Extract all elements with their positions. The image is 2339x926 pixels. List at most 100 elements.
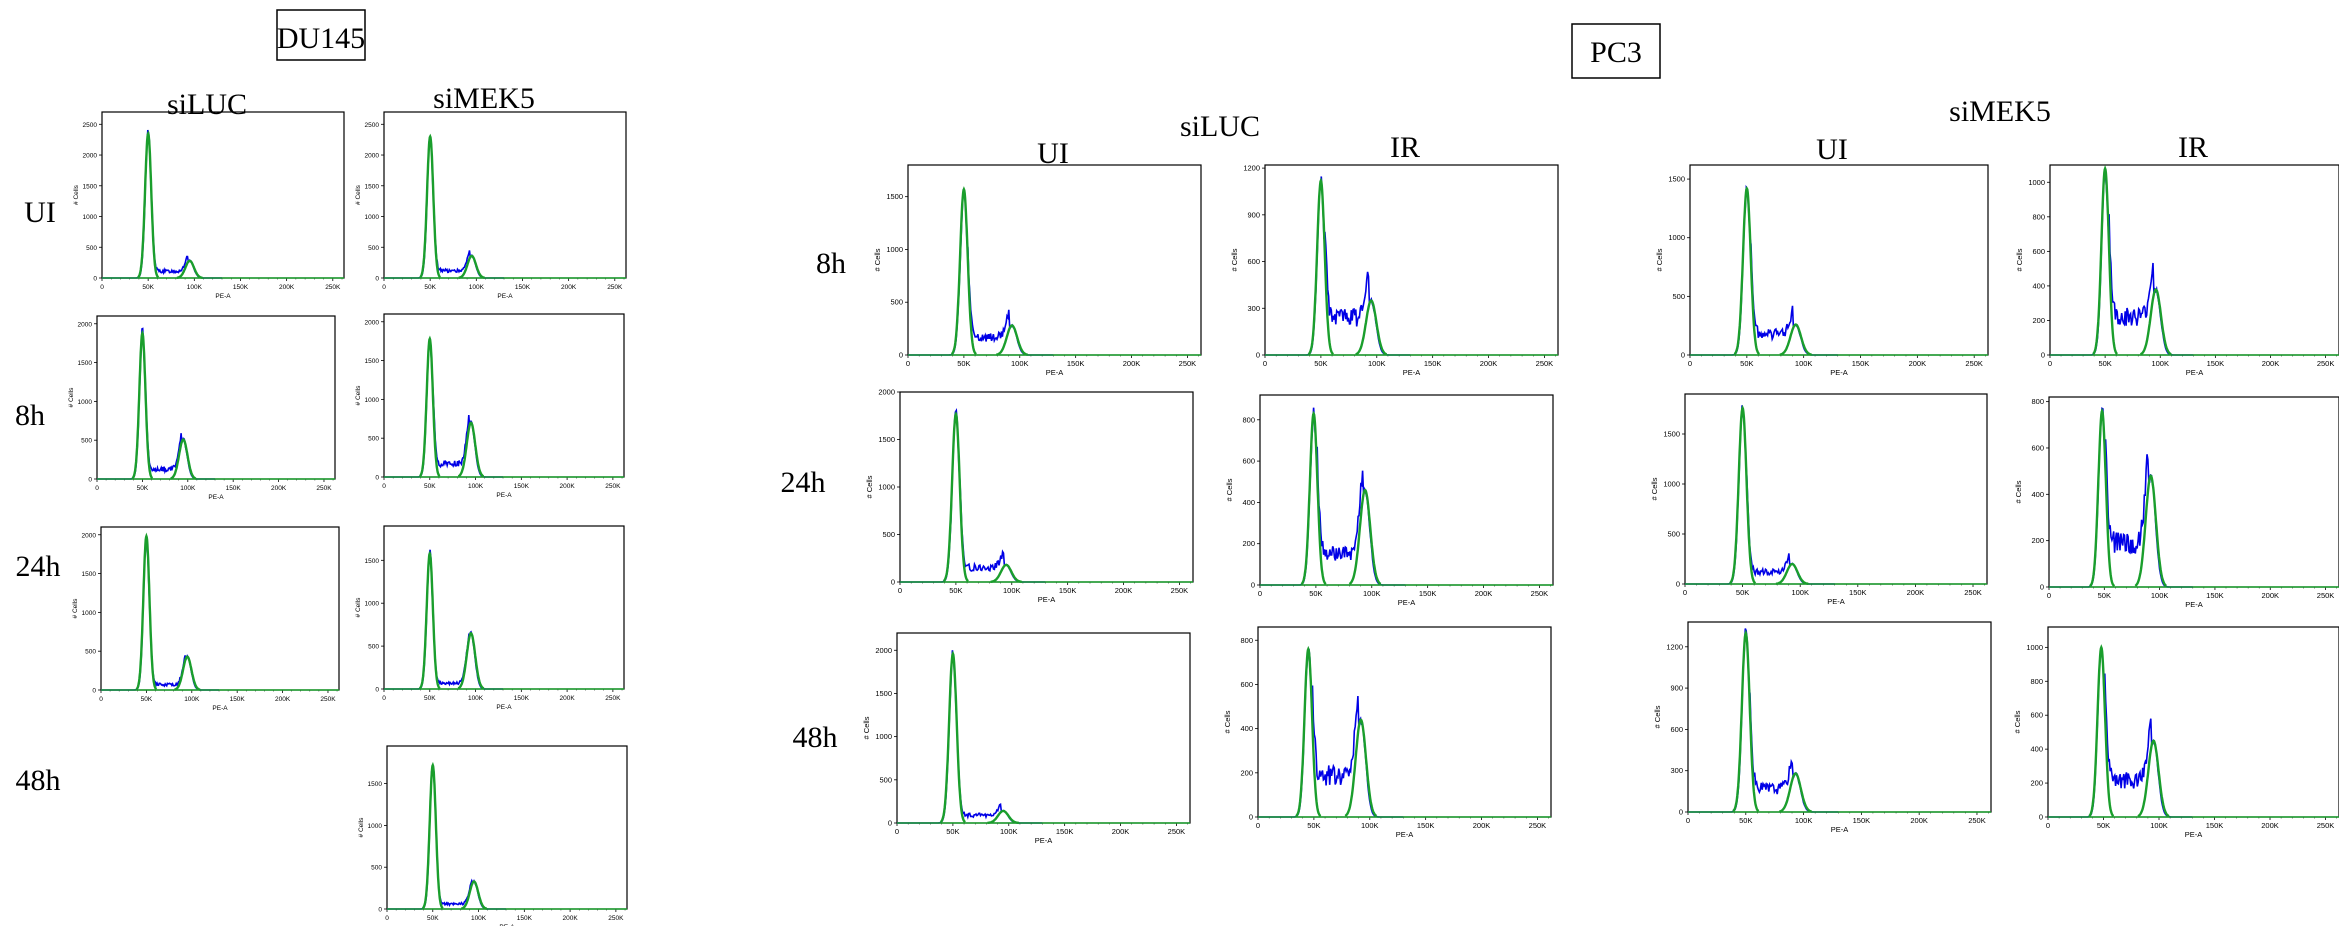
x-tick-label: 100K bbox=[187, 284, 203, 291]
y-axis-label: # Cells bbox=[73, 184, 80, 205]
x-tick-label: 250K bbox=[316, 485, 332, 492]
x-tick-label: 50K bbox=[946, 827, 959, 836]
x-tick-label: 100K bbox=[1795, 359, 1813, 368]
y-tick-label: 600 bbox=[1240, 680, 1253, 689]
y-tick-label: 1500 bbox=[878, 435, 895, 444]
x-tick-label: 200K bbox=[2261, 821, 2279, 830]
y-tick-label: 500 bbox=[879, 775, 892, 784]
green-g2-peak bbox=[1348, 488, 1382, 586]
y-tick-label: 500 bbox=[368, 436, 379, 443]
x-axis-label: PE-A bbox=[499, 924, 515, 926]
y-tick-label: 1200 bbox=[1666, 642, 1683, 651]
plot-frame bbox=[899, 391, 1194, 583]
histogram-pc-siluc-ui-24h: 0 500 1000 1500 2000 0 50K 100K 150K 200K 250K PE-A… bbox=[865, 388, 1194, 604]
x-tick-label: 0 bbox=[95, 485, 99, 492]
x-tick-label: 50K bbox=[1740, 359, 1753, 368]
y-tick-label: 500 bbox=[368, 644, 379, 651]
y-tick-label: 200 bbox=[2031, 536, 2044, 545]
y-tick-label: 0 bbox=[899, 351, 903, 360]
green-g1-peak bbox=[421, 761, 444, 910]
blue-histogram-trace bbox=[1265, 176, 1411, 356]
x-tick-label: 150K bbox=[233, 284, 249, 291]
x-tick-label: 0 bbox=[99, 696, 103, 703]
plot-frame bbox=[2049, 164, 2339, 356]
pc3-siluc-ir-label: IR bbox=[1390, 131, 1420, 164]
green-g1-peak bbox=[939, 650, 966, 824]
blue-histogram-trace bbox=[387, 765, 506, 910]
x-tick-label: 0 bbox=[1688, 359, 1692, 368]
green-g1-peak bbox=[1729, 404, 1757, 585]
y-tick-label: 1500 bbox=[368, 781, 383, 788]
y-tick-label: 1500 bbox=[875, 689, 892, 698]
x-tick-label: 50K bbox=[2098, 591, 2111, 600]
x-tick-label: 250K bbox=[1968, 816, 1986, 825]
y-tick-label: 200 bbox=[2030, 779, 2043, 788]
y-axis-label: # Cells bbox=[1225, 478, 1234, 501]
y-tick-label: 2000 bbox=[78, 321, 93, 328]
x-tick-label: 200K bbox=[279, 284, 295, 291]
x-tick-label: 100K bbox=[1368, 359, 1386, 368]
green-g1-peak bbox=[1295, 645, 1322, 818]
y-tick-label: 400 bbox=[2031, 490, 2044, 499]
x-tick-label: 200K bbox=[1907, 588, 1925, 597]
y-tick-label: 1000 bbox=[365, 601, 380, 608]
green-g2-peak bbox=[990, 563, 1022, 583]
du145-row-48h-label: 48h bbox=[16, 764, 61, 797]
y-tick-label: 200 bbox=[2032, 316, 2045, 325]
x-tick-label: 50K bbox=[137, 485, 149, 492]
y-tick-label: 1500 bbox=[83, 183, 98, 190]
y-tick-label: 1000 bbox=[875, 732, 892, 741]
plot-frame bbox=[896, 632, 1191, 824]
y-tick-label: 500 bbox=[85, 649, 96, 656]
x-tick-label: 0 bbox=[898, 586, 902, 595]
y-tick-label: 2500 bbox=[83, 122, 98, 129]
x-tick-label: 100K bbox=[469, 284, 485, 291]
green-g1-peak bbox=[1732, 629, 1760, 813]
x-tick-label: 150K bbox=[514, 483, 530, 490]
y-tick-label: 800 bbox=[1240, 636, 1253, 645]
x-tick-label: 250K bbox=[1965, 359, 1983, 368]
x-tick-label: 200K bbox=[1475, 589, 1493, 598]
green-g2-peak bbox=[1779, 772, 1812, 813]
histogram-pc-simek5-ui-24h: 0 500 1000 1500 0 50K 100K 150K 200K 250K PE-A # Ce… bbox=[1650, 393, 1988, 606]
du145-row-ui-label: UI bbox=[24, 196, 56, 229]
x-axis-label: PE-A bbox=[1830, 368, 1848, 377]
x-tick-label: 50K bbox=[427, 915, 439, 922]
x-axis-label: PE-A bbox=[215, 293, 231, 300]
x-tick-label: 250K bbox=[2317, 359, 2335, 368]
y-tick-label: 1000 bbox=[368, 823, 383, 830]
green-g1-peak bbox=[1300, 410, 1327, 586]
x-tick-label: 250K bbox=[607, 284, 623, 291]
plot-frame bbox=[383, 525, 625, 690]
x-tick-label: 200K bbox=[1123, 359, 1141, 368]
x-tick-label: 0 bbox=[100, 284, 104, 291]
x-tick-label: 50K bbox=[2098, 359, 2111, 368]
y-tick-label: 0 bbox=[378, 907, 382, 914]
x-tick-label: 150K bbox=[230, 696, 246, 703]
blue-histogram-trace bbox=[384, 549, 503, 690]
histogram-du-simek5-24h: 0 500 1000 1500 0 50K 100K 150K 200K 250K PE-A # Ce… bbox=[355, 525, 625, 711]
histogram-du-simek5-8h: 0 500 1000 1500 2000 0 50K 100K 150K 200K 250K PE-A… bbox=[355, 313, 625, 499]
y-tick-label: 2000 bbox=[365, 153, 380, 160]
y-tick-label: 2000 bbox=[878, 388, 895, 397]
x-tick-label: 0 bbox=[1263, 359, 1267, 368]
green-g2-peak bbox=[457, 421, 485, 478]
blue-histogram-trace bbox=[2050, 173, 2194, 356]
blue-histogram-trace bbox=[897, 650, 1043, 824]
x-tick-label: 200K bbox=[1473, 821, 1491, 830]
x-tick-label: 150K bbox=[1424, 359, 1442, 368]
x-tick-label: 0 bbox=[382, 695, 386, 702]
y-tick-label: 0 bbox=[891, 578, 895, 587]
y-tick-label: 1500 bbox=[82, 571, 97, 578]
blue-histogram-trace bbox=[1260, 407, 1406, 586]
x-tick-label: 100K bbox=[468, 483, 484, 490]
y-axis-label: # Cells bbox=[355, 184, 362, 205]
pc3-simek5-ui-label: UI bbox=[1816, 133, 1848, 166]
x-tick-label: 250K bbox=[1179, 359, 1197, 368]
y-tick-label: 1000 bbox=[365, 397, 380, 404]
x-tick-label: 0 bbox=[2047, 591, 2051, 600]
y-tick-label: 0 bbox=[93, 276, 97, 283]
x-tick-label: 50K bbox=[141, 696, 153, 703]
y-tick-label: 0 bbox=[1676, 580, 1680, 589]
y-axis-label: # Cells bbox=[68, 387, 75, 408]
